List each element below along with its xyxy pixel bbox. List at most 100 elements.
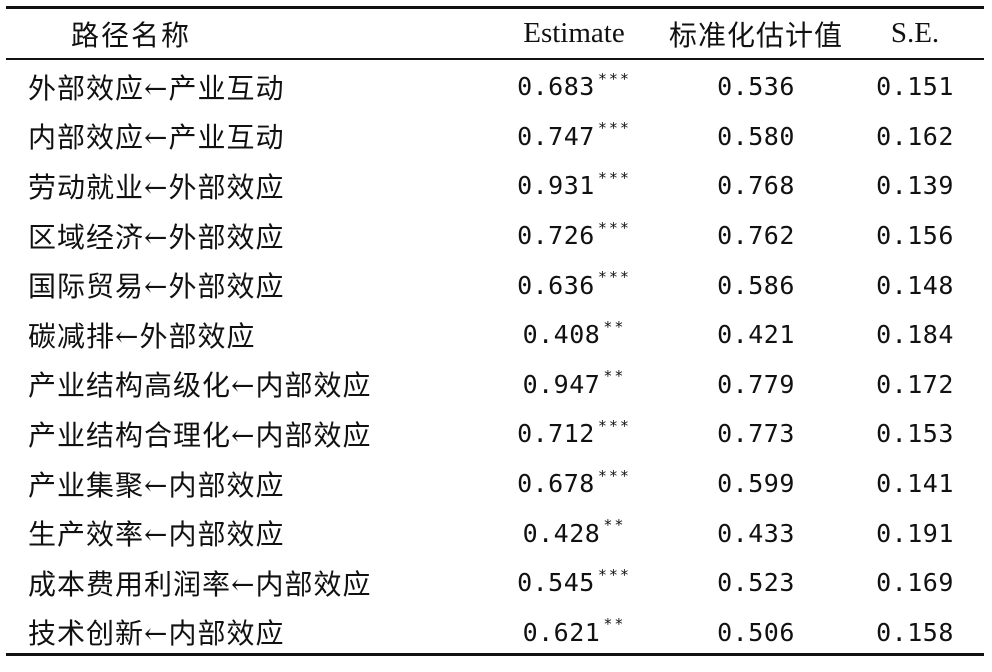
path-name: 碳减排←外部效应 [28,319,256,353]
estimate-cell: 0.636 *** [484,260,664,310]
estimate-wrap: 0.428 ** [522,516,626,548]
se-value: 0.153 [876,419,954,449]
estimate-wrap: 0.408 ** [522,317,626,350]
estimate-cell: 0.621 ** [484,608,664,658]
table-row: 劳动就业←外部效应 0.931 *** 0.768 0.139 [6,161,984,211]
header-row: 路径名称 Estimate 标准化估计值 S.E. [6,9,984,59]
estimate-value: 0.621 [522,617,601,647]
estimate-wrap: 0.545 *** [517,565,631,598]
header-se: S.E. [890,17,940,50]
standardized-value: 0.768 [717,171,795,201]
table-row: 内部效应←产业互动 0.747 *** 0.580 0.162 [6,112,984,162]
estimate-wrap: 0.636 *** [517,268,631,300]
path-name: 劳动就业←外部效应 [28,170,285,204]
se-value: 0.148 [876,270,954,300]
estimate-cell: 0.545 *** [484,558,664,608]
estimate-cell: 0.712 *** [484,409,664,459]
table-row: 技术创新←内部效应 0.621 ** 0.506 0.158 [6,608,984,658]
se-value: 0.169 [876,568,954,598]
path-name: 生产效率←内部效应 [28,518,285,552]
estimate-wrap: 0.726 *** [517,218,631,251]
estimate-wrap: 0.747 *** [517,119,631,151]
standardized-value: 0.433 [717,518,795,548]
table-row: 碳减排←外部效应 0.408 ** 0.421 0.184 [6,310,984,360]
path-name: 内部效应←产业互动 [28,121,285,155]
estimate-value: 0.683 [517,72,595,102]
standardized-value: 0.586 [717,270,795,300]
path-name: 产业结构合理化←内部效应 [28,418,372,452]
estimate-value: 0.678 [517,469,595,499]
top-rule [6,6,984,9]
se-value: 0.156 [876,221,954,251]
estimate-cell: 0.428 ** [484,508,664,558]
estimate-value: 0.408 [522,320,601,350]
se-value: 0.184 [876,320,954,350]
significance-stars: *** [597,416,631,435]
estimate-wrap: 0.712 *** [517,416,631,449]
estimate-cell: 0.408 ** [484,310,664,360]
estimate-value: 0.931 [517,171,595,201]
se-value: 0.141 [876,469,954,499]
table-row: 产业集聚←内部效应 0.678 *** 0.599 0.141 [6,459,984,509]
significance-stars: ** [603,516,626,535]
standardized-value: 0.523 [717,568,795,598]
results-table: 路径名称 Estimate 标准化估计值 S.E. 外部效应←产业互动 0.683… [6,6,984,658]
standardized-value: 0.506 [717,617,795,647]
significance-stars: *** [597,69,631,88]
standardized-value: 0.536 [717,72,795,102]
se-value: 0.139 [876,171,954,201]
table-row: 产业结构合理化←内部效应 0.712 *** 0.773 0.153 [6,409,984,459]
estimate-value: 0.747 [517,121,595,151]
estimate-wrap: 0.683 *** [517,69,631,102]
estimate-wrap: 0.678 *** [517,466,631,499]
significance-stars: *** [597,466,631,485]
significance-stars: *** [597,565,631,584]
header-path: 路径名称 [70,18,191,52]
path-name: 成本费用利润率←内部效应 [28,567,372,601]
path-name: 国际贸易←外部效应 [28,270,285,304]
standardized-value: 0.599 [717,469,795,499]
table-row: 外部效应←产业互动 0.683 *** 0.536 0.151 [6,62,984,112]
estimate-value: 0.545 [517,568,595,598]
se-value: 0.158 [876,617,954,647]
standardized-value: 0.773 [717,419,795,449]
table-row: 产业结构高级化←内部效应 0.947 ** 0.779 0.172 [6,360,984,410]
estimate-cell: 0.726 *** [484,211,664,261]
path-name: 产业集聚←内部效应 [28,468,285,502]
estimate-value: 0.726 [517,221,595,251]
estimate-wrap: 0.931 *** [517,169,631,201]
estimate-wrap: 0.621 ** [522,615,626,647]
header-estimate: Estimate [523,17,625,50]
significance-stars: *** [597,218,631,237]
table-row: 区域经济←外部效应 0.726 *** 0.762 0.156 [6,211,984,261]
estimate-cell: 0.678 *** [484,459,664,509]
significance-stars: *** [597,268,631,287]
se-value: 0.151 [876,72,954,102]
table-row: 国际贸易←外部效应 0.636 *** 0.586 0.148 [6,260,984,310]
estimate-cell: 0.683 *** [484,62,664,112]
estimate-cell: 0.747 *** [484,112,664,162]
table-row: 成本费用利润率←内部效应 0.545 *** 0.523 0.169 [6,558,984,608]
standardized-value: 0.762 [717,221,795,251]
standardized-value: 0.421 [717,320,795,350]
estimate-value: 0.947 [522,369,601,399]
estimate-value: 0.712 [517,419,595,449]
table-row: 生产效率←内部效应 0.428 ** 0.433 0.191 [6,508,984,558]
significance-stars: ** [603,317,626,336]
estimate-wrap: 0.947 ** [522,367,626,399]
header-standardized: 标准化估计值 [668,18,843,52]
se-value: 0.191 [876,518,954,548]
header-rule [6,58,984,60]
path-name: 产业结构高级化←内部效应 [28,369,372,403]
se-value: 0.172 [876,369,954,399]
estimate-value: 0.636 [517,270,595,300]
standardized-value: 0.779 [717,369,795,399]
path-name: 技术创新←内部效应 [28,617,285,651]
se-value: 0.162 [876,121,954,151]
estimate-value: 0.428 [522,518,601,548]
estimate-cell: 0.947 ** [484,360,664,410]
standardized-value: 0.580 [717,121,795,151]
significance-stars: *** [597,119,631,138]
significance-stars: ** [603,615,626,634]
path-name: 外部效应←产业互动 [28,71,285,105]
